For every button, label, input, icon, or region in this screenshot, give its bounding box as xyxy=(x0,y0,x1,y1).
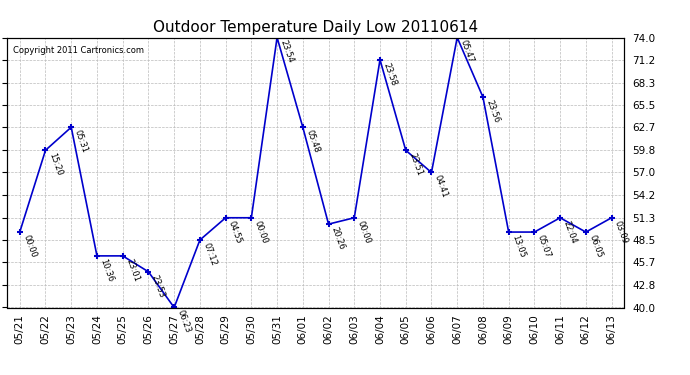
Text: 05:31: 05:31 xyxy=(72,129,89,154)
Text: 05:48: 05:48 xyxy=(304,129,321,154)
Text: 23:56: 23:56 xyxy=(484,99,501,124)
Text: 00:00: 00:00 xyxy=(355,219,372,245)
Text: 04:41: 04:41 xyxy=(433,174,449,199)
Text: Copyright 2011 Cartronics.com: Copyright 2011 Cartronics.com xyxy=(13,46,144,55)
Text: 13:05: 13:05 xyxy=(510,234,526,259)
Text: 04:55: 04:55 xyxy=(227,219,244,245)
Text: 23:01: 23:01 xyxy=(124,257,141,283)
Text: 05:07: 05:07 xyxy=(535,234,553,259)
Text: 06:05: 06:05 xyxy=(587,234,604,259)
Title: Outdoor Temperature Daily Low 20110614: Outdoor Temperature Daily Low 20110614 xyxy=(153,20,478,35)
Text: 05:47: 05:47 xyxy=(459,39,475,64)
Text: 00:00: 00:00 xyxy=(253,219,269,245)
Text: 20:26: 20:26 xyxy=(330,225,346,251)
Text: 03:09: 03:09 xyxy=(613,219,629,245)
Text: 23:58: 23:58 xyxy=(382,61,398,87)
Text: 23:53: 23:53 xyxy=(150,273,166,299)
Text: 06:23: 06:23 xyxy=(175,309,193,334)
Text: 10:36: 10:36 xyxy=(99,257,115,283)
Text: 22:04: 22:04 xyxy=(562,219,578,245)
Text: 00:00: 00:00 xyxy=(21,234,38,259)
Text: 07:12: 07:12 xyxy=(201,242,218,267)
Text: 23:54: 23:54 xyxy=(279,39,295,64)
Text: 15:20: 15:20 xyxy=(47,152,63,177)
Text: 23:51: 23:51 xyxy=(407,152,424,177)
